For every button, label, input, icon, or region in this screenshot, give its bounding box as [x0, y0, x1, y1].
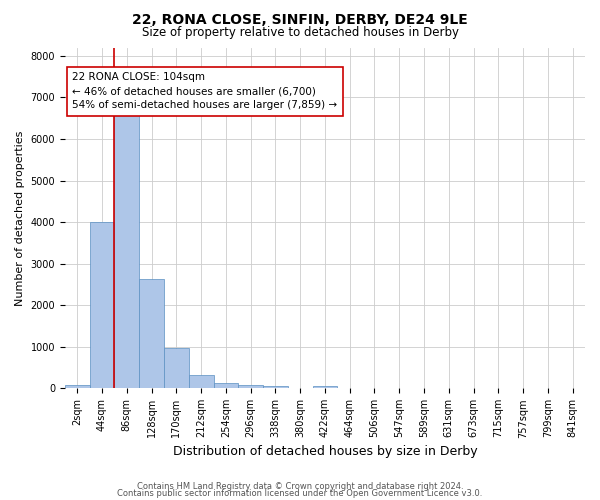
Text: 22, RONA CLOSE, SINFIN, DERBY, DE24 9LE: 22, RONA CLOSE, SINFIN, DERBY, DE24 9LE [132, 12, 468, 26]
Text: Contains public sector information licensed under the Open Government Licence v3: Contains public sector information licen… [118, 490, 482, 498]
Bar [214, 383, 238, 388]
Bar [238, 384, 263, 388]
Text: 22 RONA CLOSE: 104sqm
← 46% of detached houses are smaller (6,700)
54% of semi-d: 22 RONA CLOSE: 104sqm ← 46% of detached … [73, 72, 337, 110]
Bar [115, 112, 139, 388]
Bar [139, 280, 164, 388]
Y-axis label: Number of detached properties: Number of detached properties [15, 130, 25, 306]
Bar [164, 348, 189, 389]
Bar [263, 386, 288, 388]
Bar [65, 385, 89, 388]
Bar [313, 386, 337, 388]
Text: Contains HM Land Registry data © Crown copyright and database right 2024.: Contains HM Land Registry data © Crown c… [137, 482, 463, 491]
Bar [189, 376, 214, 388]
Bar [89, 222, 115, 388]
Text: Size of property relative to detached houses in Derby: Size of property relative to detached ho… [142, 26, 458, 39]
X-axis label: Distribution of detached houses by size in Derby: Distribution of detached houses by size … [173, 444, 477, 458]
